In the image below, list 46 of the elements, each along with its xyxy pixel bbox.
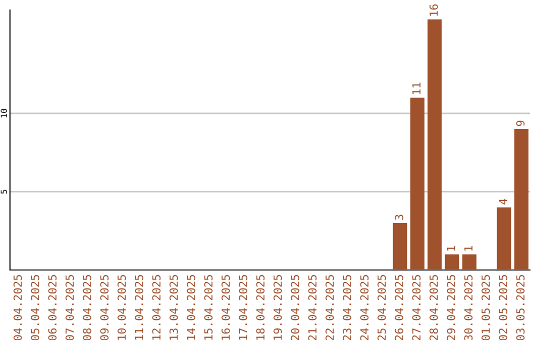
bar bbox=[410, 98, 424, 270]
x-tick-label: 22.04.2025 bbox=[326, 275, 334, 340]
x-tick-label: 30.04.2025 bbox=[464, 275, 473, 340]
data-label: 9 bbox=[516, 120, 525, 126]
x-tick-label: 21.04.2025 bbox=[308, 275, 317, 340]
x-tick-label: 09.04.2025 bbox=[100, 275, 109, 340]
x-tick-label: 19.04.2025 bbox=[274, 275, 282, 340]
x-tick-label: 13.04.2025 bbox=[170, 275, 178, 340]
bar bbox=[392, 223, 408, 270]
x-tick-label: 20.04.2025 bbox=[290, 275, 300, 340]
data-label: 1 bbox=[464, 246, 472, 251]
bar bbox=[514, 129, 528, 270]
x-tick-label: 25.04.2025 bbox=[378, 275, 386, 340]
x-tick-label: 17.04.2025 bbox=[238, 275, 248, 340]
bar bbox=[444, 254, 460, 270]
data-label: 4 bbox=[498, 198, 508, 204]
x-tick-label: 15.04.2025 bbox=[204, 275, 213, 340]
x-tick-label: 02.05.2025 bbox=[498, 275, 508, 340]
y-tick-label: 5 bbox=[0, 190, 7, 194]
x-tick-label: 12.04.2025 bbox=[152, 275, 161, 340]
x-tick-label: 24.04.2025 bbox=[360, 275, 369, 340]
x-tick-label: 23.04.2025 bbox=[342, 275, 352, 340]
x-tick-label: 05.04.2025 bbox=[30, 275, 40, 340]
x-tick-label: 16.04.2025 bbox=[222, 275, 230, 340]
x-tick-label: 07.04.2025 bbox=[66, 275, 74, 340]
x-tick-label: 11.04.2025 bbox=[134, 275, 144, 340]
x-tick-label: 29.04.2025 bbox=[446, 275, 456, 340]
bar bbox=[496, 207, 512, 270]
x-tick-label: 18.04.2025 bbox=[256, 275, 265, 340]
x-tick-label: 27.04.2025 bbox=[412, 275, 421, 340]
x-tick-label: 06.04.2025 bbox=[48, 275, 57, 340]
x-tick-label: 28.04.2025 bbox=[430, 275, 438, 340]
x-tick-label: 26.04.2025 bbox=[394, 275, 404, 340]
x-tick-label: 01.05.2025 bbox=[482, 275, 490, 340]
y-tick-label: 10 bbox=[0, 108, 7, 118]
x-tick-label: 03.05.2025 bbox=[516, 275, 525, 340]
data-label: 11 bbox=[412, 82, 420, 94]
x-tick-label: 14.04.2025 bbox=[186, 275, 196, 340]
x-tick-label: 08.04.2025 bbox=[82, 275, 92, 340]
data-label: 1 bbox=[446, 246, 456, 251]
x-tick-label: 04.04.2025 bbox=[14, 275, 22, 340]
x-tick-label: 10.04.2025 bbox=[118, 275, 126, 340]
bar bbox=[428, 19, 442, 270]
data-label: 16 bbox=[430, 4, 438, 16]
data-label: 3 bbox=[394, 214, 404, 220]
bar bbox=[462, 254, 476, 270]
